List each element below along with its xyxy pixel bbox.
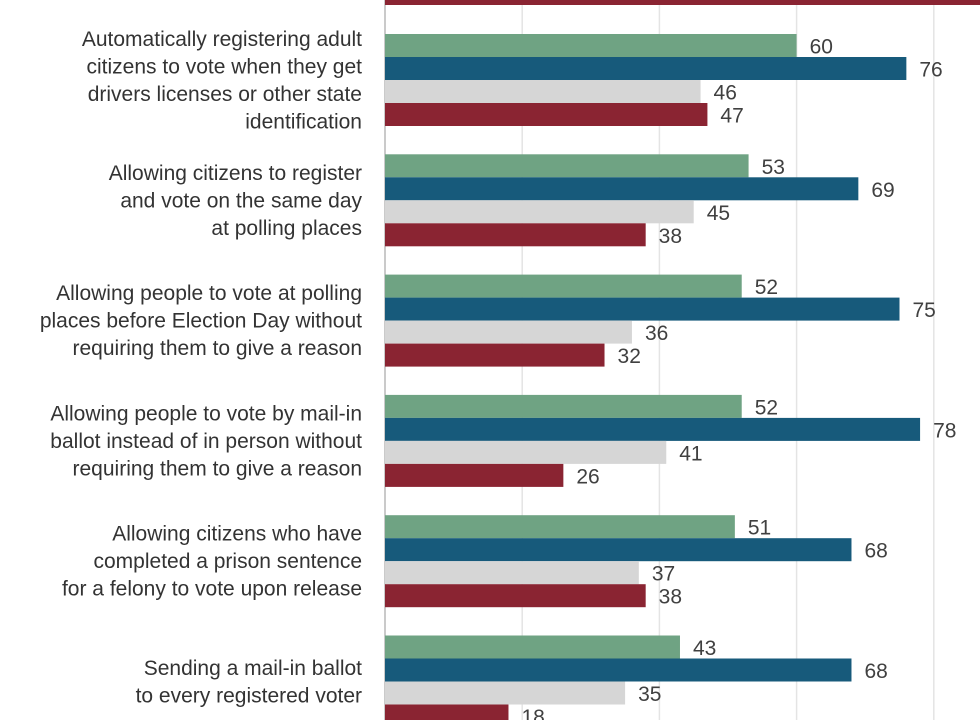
bar-4-0	[385, 515, 735, 539]
data-label-2-0: 52	[755, 276, 778, 299]
data-label-2-3: 32	[618, 345, 641, 368]
bar-4-2	[385, 561, 639, 585]
data-label-4-1: 68	[864, 540, 887, 563]
bar-2-1	[385, 297, 900, 321]
bar-1-2	[385, 200, 694, 224]
category-label-2-2: requiring them to give a reason	[73, 337, 363, 360]
bar-3-0	[385, 394, 742, 418]
data-label-5-3: 18	[521, 706, 544, 720]
bar-2-3	[385, 343, 605, 367]
data-label-0-3: 47	[720, 105, 743, 128]
bar-5-1	[385, 658, 852, 682]
category-label-3-2: requiring them to give a reason	[73, 457, 363, 480]
bar-0-2	[385, 80, 701, 103]
data-label-1-1: 69	[871, 179, 894, 202]
category-label-1-2: at polling places	[211, 217, 362, 240]
data-label-3-0: 52	[755, 396, 778, 419]
bars: 9160764647536945385275363252784126516837…	[385, 0, 980, 720]
data-label-2-1: 75	[913, 299, 936, 322]
data-label-0-0: 60	[810, 36, 833, 59]
category-label-1-1: and vote on the same day	[120, 189, 362, 212]
bar-5-3	[385, 704, 509, 720]
data-label-0-1: 76	[919, 59, 942, 82]
data-label-3-3: 26	[576, 465, 599, 488]
bar-5-2	[385, 681, 626, 705]
bar-5-0	[385, 635, 680, 659]
data-label-2-2: 36	[645, 322, 668, 345]
category-label-5-1: to every registered voter	[136, 684, 362, 707]
bar-3-3	[385, 463, 564, 487]
data-label-5-0: 43	[693, 637, 716, 660]
bar-partial	[385, 0, 980, 5]
data-label-4-0: 51	[748, 517, 771, 540]
bar-1-3	[385, 223, 646, 247]
category-labels: Automatically registering adult citizens …	[40, 28, 363, 708]
bar-2-0	[385, 274, 742, 298]
category-label-5-0: Sending a mail-in ballot	[144, 657, 362, 680]
bar-0-3	[385, 103, 708, 126]
category-label-0-2: drivers licenses or other state	[88, 83, 362, 106]
category-label-0-0: Automatically registering adult	[82, 28, 362, 51]
category-label-3-0: Allowing people to vote by mail-in	[50, 402, 362, 425]
data-label-5-2: 35	[638, 683, 661, 706]
data-label-3-2: 41	[679, 442, 702, 465]
category-label-4-2: for a felony to vote upon release	[62, 578, 362, 601]
data-label-1-3: 38	[659, 225, 682, 248]
category-label-4-0: Allowing citizens who have	[112, 523, 362, 546]
category-label-2-1: places before Election Day without	[40, 310, 362, 333]
bar-2-2	[385, 320, 632, 344]
bar-3-1	[385, 417, 921, 441]
bar-0-1	[385, 57, 907, 80]
bar-4-1	[385, 538, 852, 562]
bar-0-0	[385, 34, 797, 57]
bar-1-0	[385, 154, 749, 178]
data-label-1-2: 45	[707, 202, 730, 225]
data-label-1-0: 53	[762, 156, 785, 179]
bar-1-1	[385, 177, 859, 201]
data-label-4-3: 38	[659, 586, 682, 609]
category-label-1-0: Allowing citizens to register	[109, 162, 362, 185]
data-label-3-1: 78	[933, 419, 956, 442]
data-label-5-1: 68	[864, 660, 887, 683]
category-label-0-3: identification	[245, 110, 362, 133]
data-label-0-2: 46	[714, 82, 737, 105]
bar-3-2	[385, 440, 667, 464]
category-label-0-1: citizens to vote when they get	[87, 55, 363, 78]
category-label-3-1: ballot instead of in person without	[50, 430, 362, 453]
data-label-4-2: 37	[652, 563, 675, 586]
category-label-4-1: completed a prison sentence	[94, 550, 363, 573]
bar-4-3	[385, 584, 646, 608]
category-label-2-0: Allowing people to vote at polling	[56, 282, 362, 305]
